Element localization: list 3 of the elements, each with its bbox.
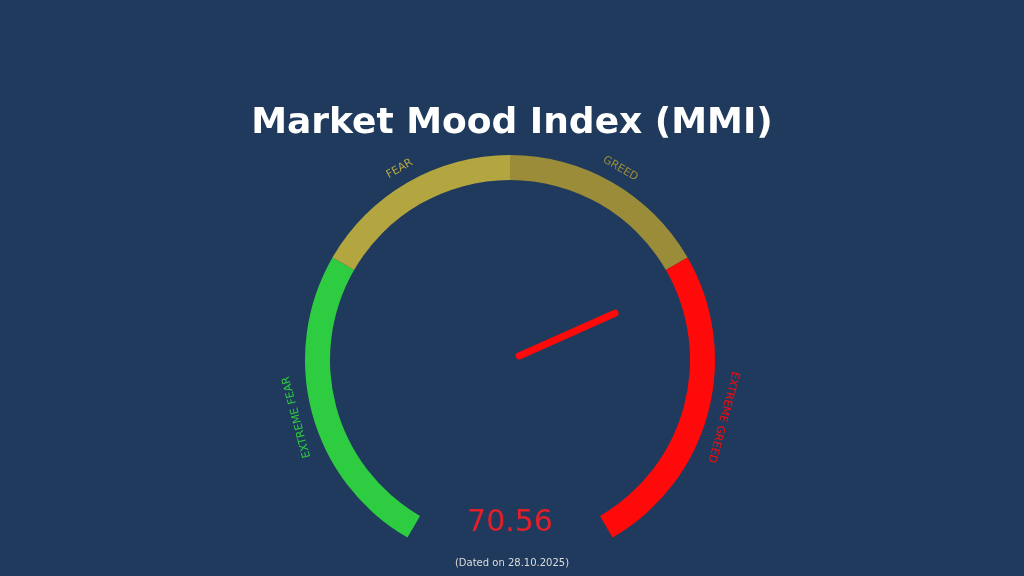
chart-title: Market Mood Index (MMI) — [251, 100, 773, 141]
text: (Dated on 28.10.2025) — [454, 557, 570, 568]
text: 70.56 — [467, 503, 553, 538]
